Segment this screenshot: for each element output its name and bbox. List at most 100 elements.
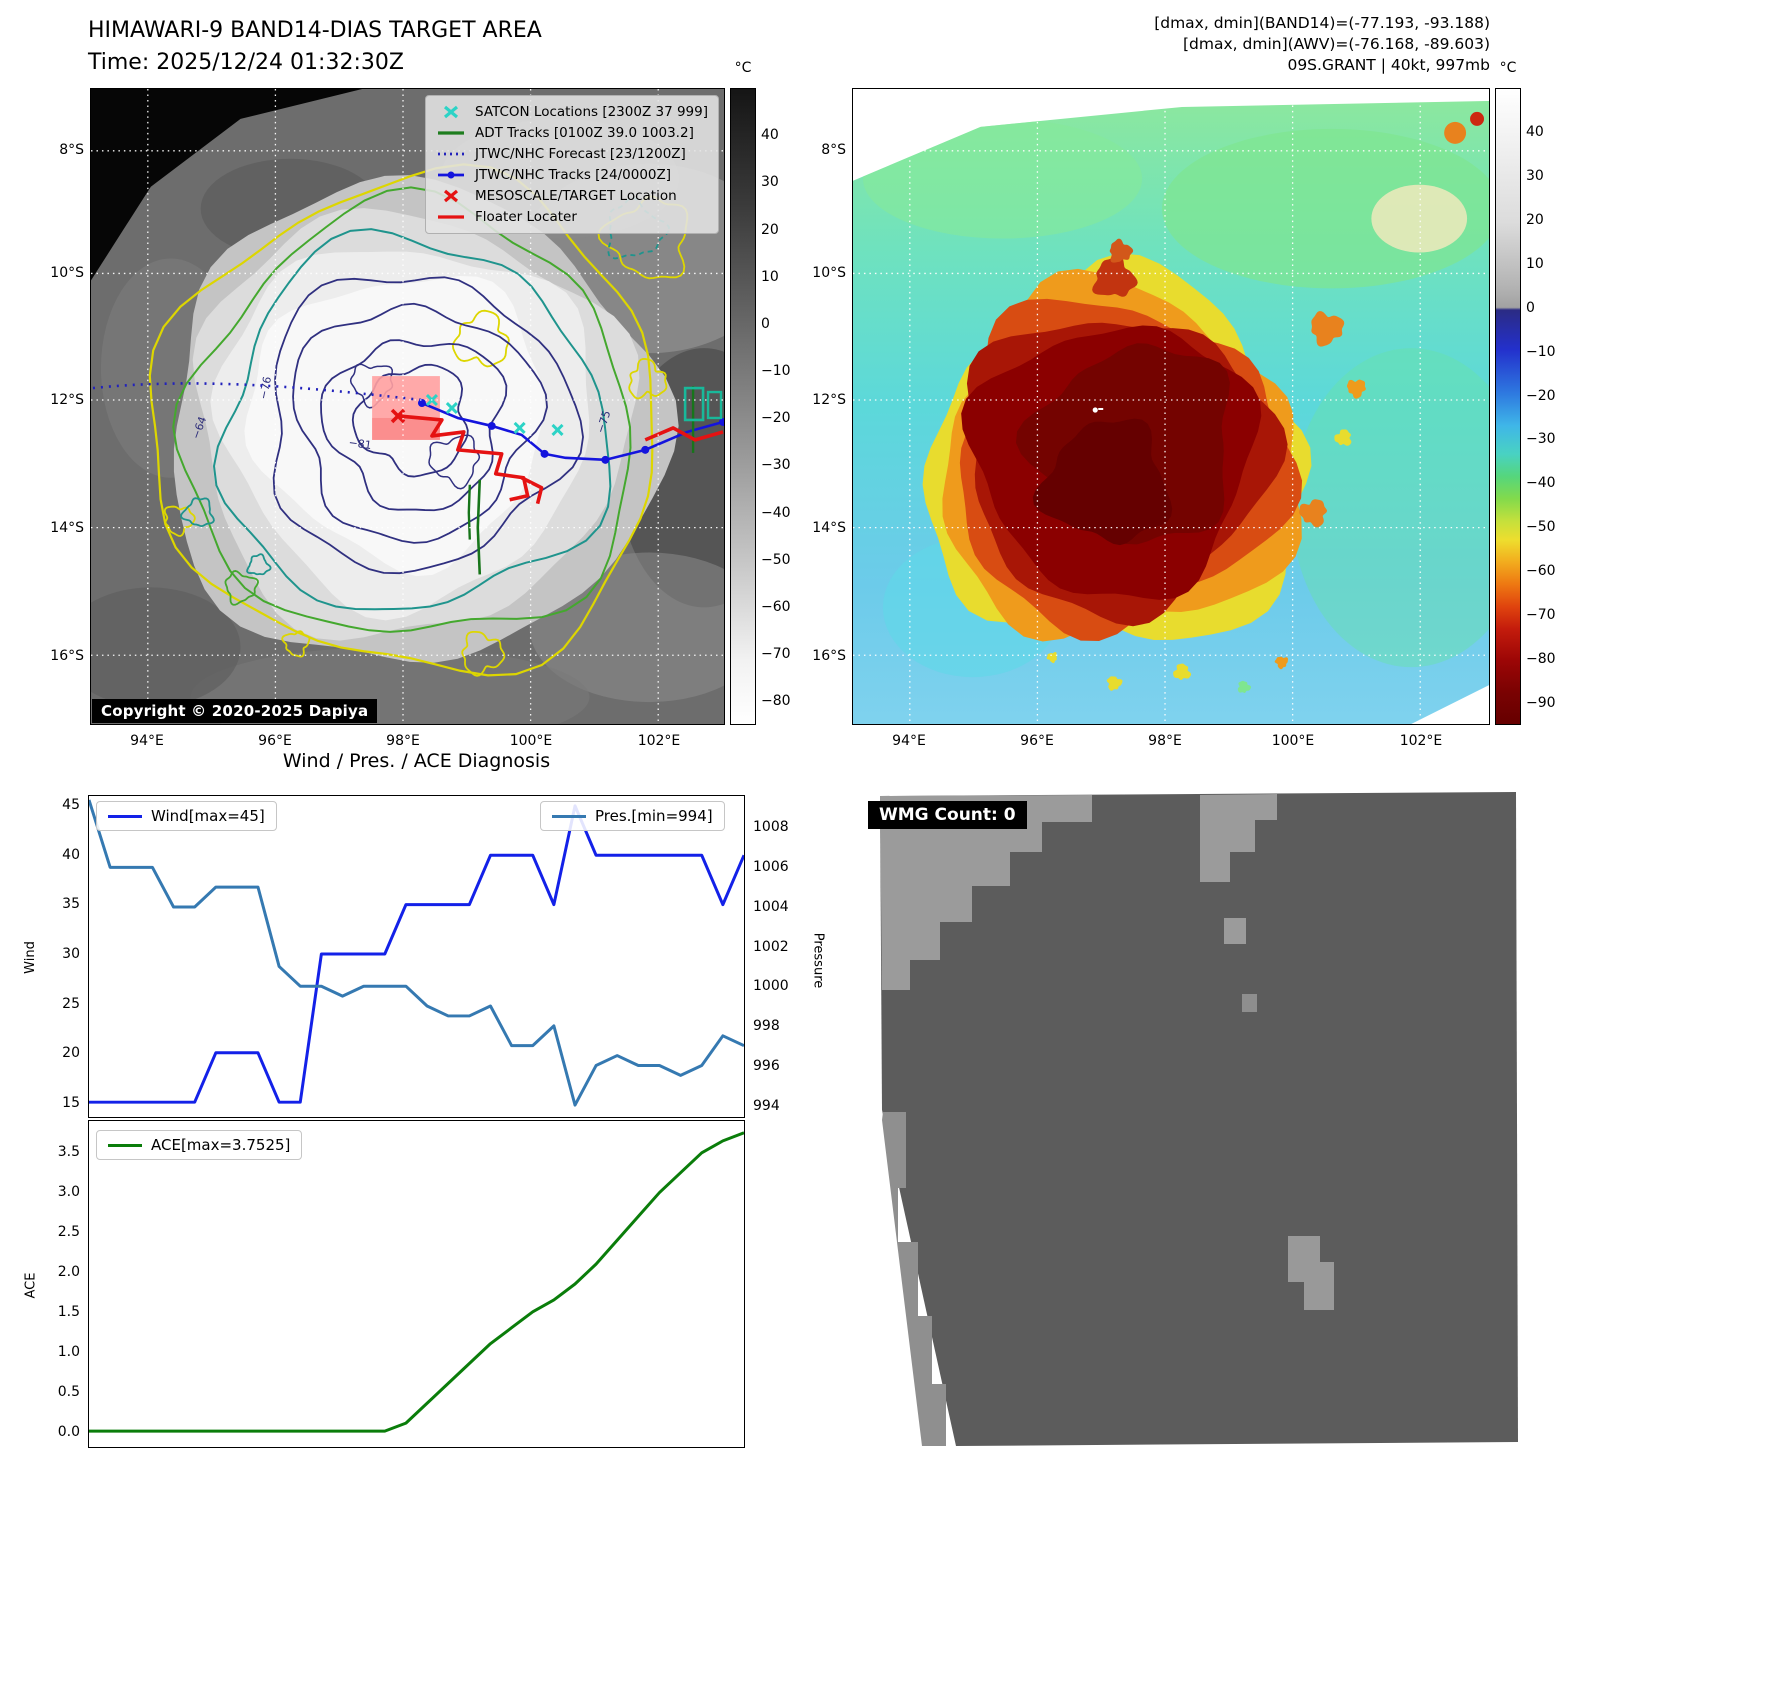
colorbar-tick: 0: [761, 315, 770, 332]
ace-tick: 2.5: [57, 1224, 80, 1240]
colorbar-tick: −60: [761, 599, 791, 616]
band14-dminmax-label: [dmax, dmin](BAND14)=(-77.193, -93.188): [1154, 14, 1490, 32]
lat-tick-label: 14°S: [812, 520, 846, 536]
colorbar-tick: −30: [1526, 431, 1556, 448]
figure-header: HIMAWARI-9 BAND14-DIAS TARGET AREA Time:…: [88, 18, 542, 75]
colorbar-tick: −20: [1526, 387, 1556, 404]
ace-tick: 1.5: [57, 1304, 80, 1320]
lon-tick-label: 98°E: [1148, 733, 1182, 749]
legend-item-label: JTWC/NHC Forecast [23/1200Z]: [475, 146, 686, 162]
colorbar-tick: −10: [1526, 343, 1556, 360]
copyright-label: Copyright © 2020-2025 Dapiya: [92, 699, 378, 723]
storm-info-label: 09S.GRANT | 40kt, 997mb: [1287, 56, 1490, 74]
colorbar-tick: 40: [1526, 123, 1544, 140]
lat-tick-label: 8°S: [59, 142, 84, 158]
ace-legend-label: ACE[max=3.7525]: [151, 1136, 291, 1154]
colorbar-tick: −50: [1526, 519, 1556, 536]
band14-colorbar: [730, 88, 756, 725]
lat-tick-label: 10°S: [50, 265, 84, 281]
adt-line-icon: [436, 126, 466, 140]
pressure-tick: 994: [753, 1098, 780, 1115]
band14-legend: SATCON Locations [2300Z 37 999] ADT Track…: [425, 95, 719, 234]
lon-tick-label: 96°E: [258, 733, 292, 749]
colorbar-tick: 20: [1526, 211, 1544, 228]
colorbar-tick: 10: [761, 268, 779, 285]
awv-map-canvas: [853, 89, 1489, 724]
lon-tick-label: 102°E: [637, 733, 681, 749]
series-line: [89, 804, 744, 1104]
ace-tick: 2.0: [57, 1264, 80, 1280]
colorbar-tick: −80: [761, 693, 791, 710]
track-line-dot-icon: [436, 168, 466, 182]
wind-tick: 30: [62, 946, 80, 962]
wind-legend: Wind[max=45]: [96, 801, 277, 831]
colorbar-tick: −30: [761, 457, 791, 474]
floater-line-icon: [436, 210, 466, 224]
figure-time: Time: 2025/12/24 01:32:30Z: [88, 50, 404, 75]
jtwc-track-fixes: [417, 399, 724, 464]
lat-tick-label: 12°S: [812, 392, 846, 408]
floater-track-lines: [397, 414, 724, 505]
pressure-tick: 998: [753, 1018, 780, 1035]
wind-tick: 35: [62, 896, 80, 913]
ace-tick: 3.0: [57, 1184, 80, 1200]
pressure-tick: 1008: [753, 818, 789, 835]
legend-item: MESOSCALE/TARGET Location: [436, 188, 708, 204]
pressure-tick: 1006: [753, 858, 789, 875]
pres-legend-line-icon: [552, 814, 586, 818]
pressure-tick: 1000: [753, 978, 789, 995]
colorbar-tick: −10: [761, 363, 791, 380]
lon-tick-label: 100°E: [509, 733, 553, 749]
wind-tick: 15: [62, 1095, 80, 1112]
wmg-canvas: [880, 792, 1518, 1446]
contour-label: −81: [348, 436, 373, 452]
band14-map: −64 −76 −81 −75: [90, 88, 725, 725]
target-x-icon: [436, 189, 466, 203]
lat-tick-label: 12°S: [50, 392, 84, 408]
wind-legend-label: Wind[max=45]: [151, 807, 265, 825]
lat-tick-label: 14°S: [50, 520, 84, 536]
lat-tick-label: 16°S: [50, 648, 84, 664]
ace-legend-line-icon: [108, 1143, 142, 1147]
colorbar-tick: 30: [1526, 167, 1544, 184]
colorbar-tick: −70: [761, 646, 791, 663]
colorbar-tick: −60: [1526, 563, 1556, 580]
contour-label: −76: [257, 375, 275, 400]
lon-tick-label: 94°E: [892, 733, 926, 749]
pressure-tick: 996: [753, 1058, 780, 1075]
colorbar-tick: −50: [761, 551, 791, 568]
colorbar-tick: −40: [1526, 475, 1556, 492]
legend-item-label: ADT Tracks [0100Z 39.0 1003.2]: [475, 125, 694, 141]
lat-tick-label: 16°S: [812, 648, 846, 664]
figure-info-block: [dmax, dmin](BAND14)=(-77.193, -93.188) …: [1000, 13, 1490, 76]
pres-legend: Pres.[min=994]: [540, 801, 725, 831]
ace-tick: 3.5: [57, 1144, 80, 1160]
legend-item: JTWC/NHC Tracks [24/0000Z]: [436, 167, 708, 183]
wind-tick: 40: [62, 846, 80, 863]
lon-tick-label: 94°E: [130, 733, 164, 749]
series-line: [89, 799, 744, 1107]
colorbar-tick: 20: [761, 221, 779, 238]
satcon-x-icon: [436, 105, 466, 119]
legend-item-label: JTWC/NHC Tracks [24/0000Z]: [475, 167, 672, 183]
legend-item-label: SATCON Locations [2300Z 37 999]: [475, 104, 708, 120]
wind-pressure-chart: [88, 795, 745, 1118]
colorbar-tick: −70: [1526, 607, 1556, 624]
diagnosis-title: Wind / Pres. / ACE Diagnosis: [282, 750, 551, 772]
forecast-dotted-line-icon: [436, 147, 466, 161]
wind-tick: 25: [62, 995, 80, 1012]
ace-tick: 1.0: [57, 1344, 80, 1360]
awv-colorbar-unit-label: °C: [1499, 60, 1517, 76]
pressure-axis-label: Pressure: [810, 932, 826, 989]
colorbar-tick: −90: [1526, 695, 1556, 712]
colorbar-tick: 30: [761, 174, 779, 191]
legend-item: ADT Tracks [0100Z 39.0 1003.2]: [436, 125, 708, 141]
legend-item: SATCON Locations [2300Z 37 999]: [436, 104, 708, 120]
adt-track-line: [476, 479, 482, 575]
lat-tick-label: 8°S: [821, 142, 846, 158]
awv-map: [852, 88, 1490, 725]
legend-item: JTWC/NHC Forecast [23/1200Z]: [436, 146, 708, 162]
pressure-tick: 1002: [753, 938, 789, 955]
colorbar-tick: −40: [761, 504, 791, 521]
band14-colorbar-unit-label: °C: [734, 60, 752, 76]
